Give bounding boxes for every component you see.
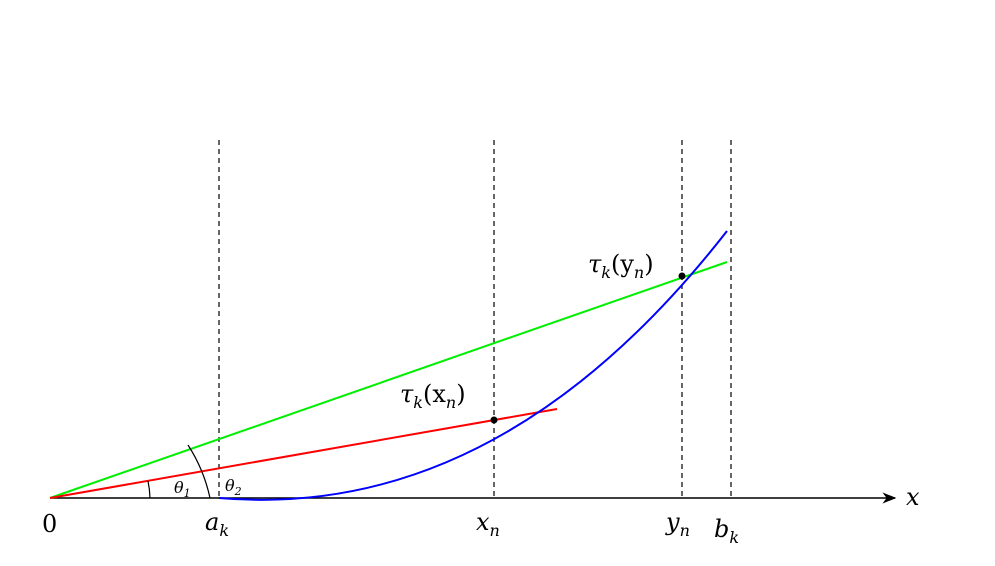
bk-label: bk — [714, 515, 739, 547]
origin-label: 0 — [42, 510, 57, 538]
tau-yn-label: τk(yn) — [588, 250, 654, 282]
ak-label: ak — [205, 508, 229, 540]
yn-label: yn — [665, 508, 690, 540]
chord-y-line — [49, 261, 728, 499]
theta2-arc — [187, 444, 211, 499]
xn-label: xn — [476, 508, 500, 540]
point-tau-xn — [490, 416, 498, 424]
theta2-label: θ2 — [225, 476, 242, 498]
tau-xn-label: τk(xn) — [400, 380, 466, 412]
theta1-arc — [147, 480, 151, 499]
x-axis-label: x — [906, 483, 920, 511]
point-tau-yn — [678, 272, 686, 280]
theta1-label: θ1 — [174, 478, 191, 500]
chord-x-line — [49, 408, 558, 499]
tau-curve — [218, 230, 728, 501]
